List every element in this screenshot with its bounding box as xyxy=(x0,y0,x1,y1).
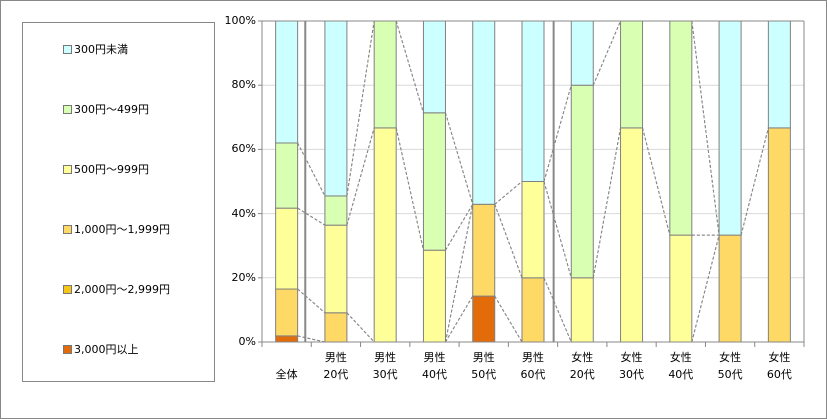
bar-segment xyxy=(472,295,496,343)
bar-segment xyxy=(570,20,594,86)
y-tick-label: 80% xyxy=(231,78,256,92)
x-tick-label: 全体 xyxy=(275,368,298,381)
x-tick-label: 男性 20代 xyxy=(323,351,349,381)
bar-segment xyxy=(669,234,693,343)
bar-segment xyxy=(324,195,348,226)
bar-segment xyxy=(275,335,299,343)
bar-segment xyxy=(324,312,348,343)
legend-label: 500円～999円 xyxy=(74,163,149,176)
bar-segment xyxy=(422,20,446,114)
bar-segment xyxy=(767,20,791,129)
y-tick-label: 40% xyxy=(231,206,256,220)
legend-swatch-icon xyxy=(63,104,72,114)
x-tick-label: 女性 30代 xyxy=(619,351,645,381)
bar-segment xyxy=(669,20,693,236)
bar-segment xyxy=(422,249,446,343)
bar-segment xyxy=(275,207,299,290)
bar-segment xyxy=(275,20,299,144)
bar-segment xyxy=(521,277,545,343)
legend-swatch-icon xyxy=(63,224,72,234)
legend-swatch-icon xyxy=(63,344,72,354)
bar-segment xyxy=(570,84,594,279)
x-tick-label: 男性 60代 xyxy=(520,351,546,381)
y-tick-label: 0% xyxy=(238,335,256,348)
legend-label: 3,000円以上 xyxy=(74,343,139,356)
legend-item: 1,000円～1,999円 xyxy=(63,221,170,237)
bar-segment xyxy=(472,20,496,205)
legend-item: 2,000円～2,999円 xyxy=(63,281,170,297)
legend-item: 500円～999円 xyxy=(63,161,149,177)
x-tick-label: 女性 40代 xyxy=(668,351,694,381)
legend-label: 300円～499円 xyxy=(74,103,149,116)
x-tick-label: 女性 60代 xyxy=(766,351,792,381)
bar-segment xyxy=(275,142,299,209)
x-tick-label: 男性 50代 xyxy=(471,351,497,381)
bar-segment xyxy=(718,234,742,343)
legend-swatch-icon xyxy=(63,284,72,294)
legend-item: 300円～499円 xyxy=(63,101,149,117)
bar-segment xyxy=(275,288,299,337)
bar-segment xyxy=(767,127,791,343)
legend-item: 300円未満 xyxy=(63,41,128,57)
legend-label: 1,000円～1,999円 xyxy=(74,223,170,236)
legend: 300円未満 300円～499円 500円～999円 1,000円～1,999円… xyxy=(22,22,215,382)
y-tick-label: 100% xyxy=(224,14,256,27)
bar-segment xyxy=(620,20,644,129)
bar-segment xyxy=(718,20,742,236)
bar-segment xyxy=(422,112,446,251)
y-tick-label: 20% xyxy=(231,270,256,284)
bar-segment xyxy=(472,203,496,297)
x-tick-label: 男性 40代 xyxy=(421,351,447,381)
y-tick-label: 60% xyxy=(231,142,256,156)
bars xyxy=(275,20,791,343)
bar-segment xyxy=(521,20,545,182)
bar-segment xyxy=(570,277,594,343)
bar-segment xyxy=(521,181,545,279)
bar-segment xyxy=(373,127,397,343)
x-tick-label: 女性 20代 xyxy=(569,351,595,381)
x-tick-label: 女性 50代 xyxy=(717,351,743,381)
legend-label: 300円未満 xyxy=(74,43,128,56)
bar-segment xyxy=(324,224,348,314)
axes xyxy=(258,20,805,347)
bar-segment xyxy=(324,20,348,197)
legend-label: 2,000円～2,999円 xyxy=(74,283,170,296)
legend-swatch-icon xyxy=(63,44,72,54)
bar-segment xyxy=(620,127,644,343)
x-tick-label: 男性 30代 xyxy=(372,351,398,381)
legend-item: 3,000円以上 xyxy=(63,341,139,357)
legend-swatch-icon xyxy=(63,164,72,174)
bar-segment xyxy=(373,20,397,129)
